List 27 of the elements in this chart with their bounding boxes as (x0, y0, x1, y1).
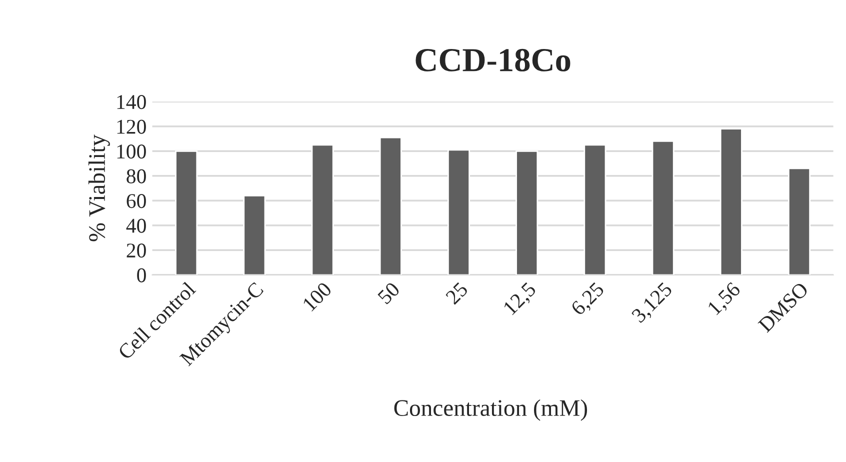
bar (788, 168, 811, 275)
bar (311, 144, 334, 275)
x-tick-label: 25 (445, 281, 469, 305)
bar (584, 144, 606, 275)
y-tick-label: 40 (126, 218, 146, 233)
x-tick-label: 6,25 (570, 281, 607, 318)
x-tick-label: 50 (377, 281, 400, 305)
y-tick-label: 100 (117, 144, 146, 159)
bar (175, 150, 198, 275)
x-tick-label: 1,56 (707, 281, 744, 318)
bar (243, 194, 266, 275)
y-axis-title: % Viability (88, 134, 110, 242)
bar (516, 150, 538, 275)
bar (652, 140, 674, 275)
y-tick-label: 120 (117, 120, 146, 134)
bar (379, 136, 402, 275)
x-tick-label: 12,5 (502, 281, 539, 318)
chart-title: CCD-18Co (416, 48, 570, 72)
bar (447, 149, 470, 275)
y-tick-label: 20 (126, 244, 146, 258)
y-tick-label: 80 (126, 169, 146, 184)
y-tick-label: 140 (117, 95, 146, 110)
y-tick-label: 0 (137, 268, 146, 282)
y-tick-label: 60 (126, 194, 146, 208)
bar (720, 128, 742, 275)
x-axis-title: Concentration (mM) (394, 399, 588, 421)
x-tick-label: 100 (302, 281, 332, 312)
